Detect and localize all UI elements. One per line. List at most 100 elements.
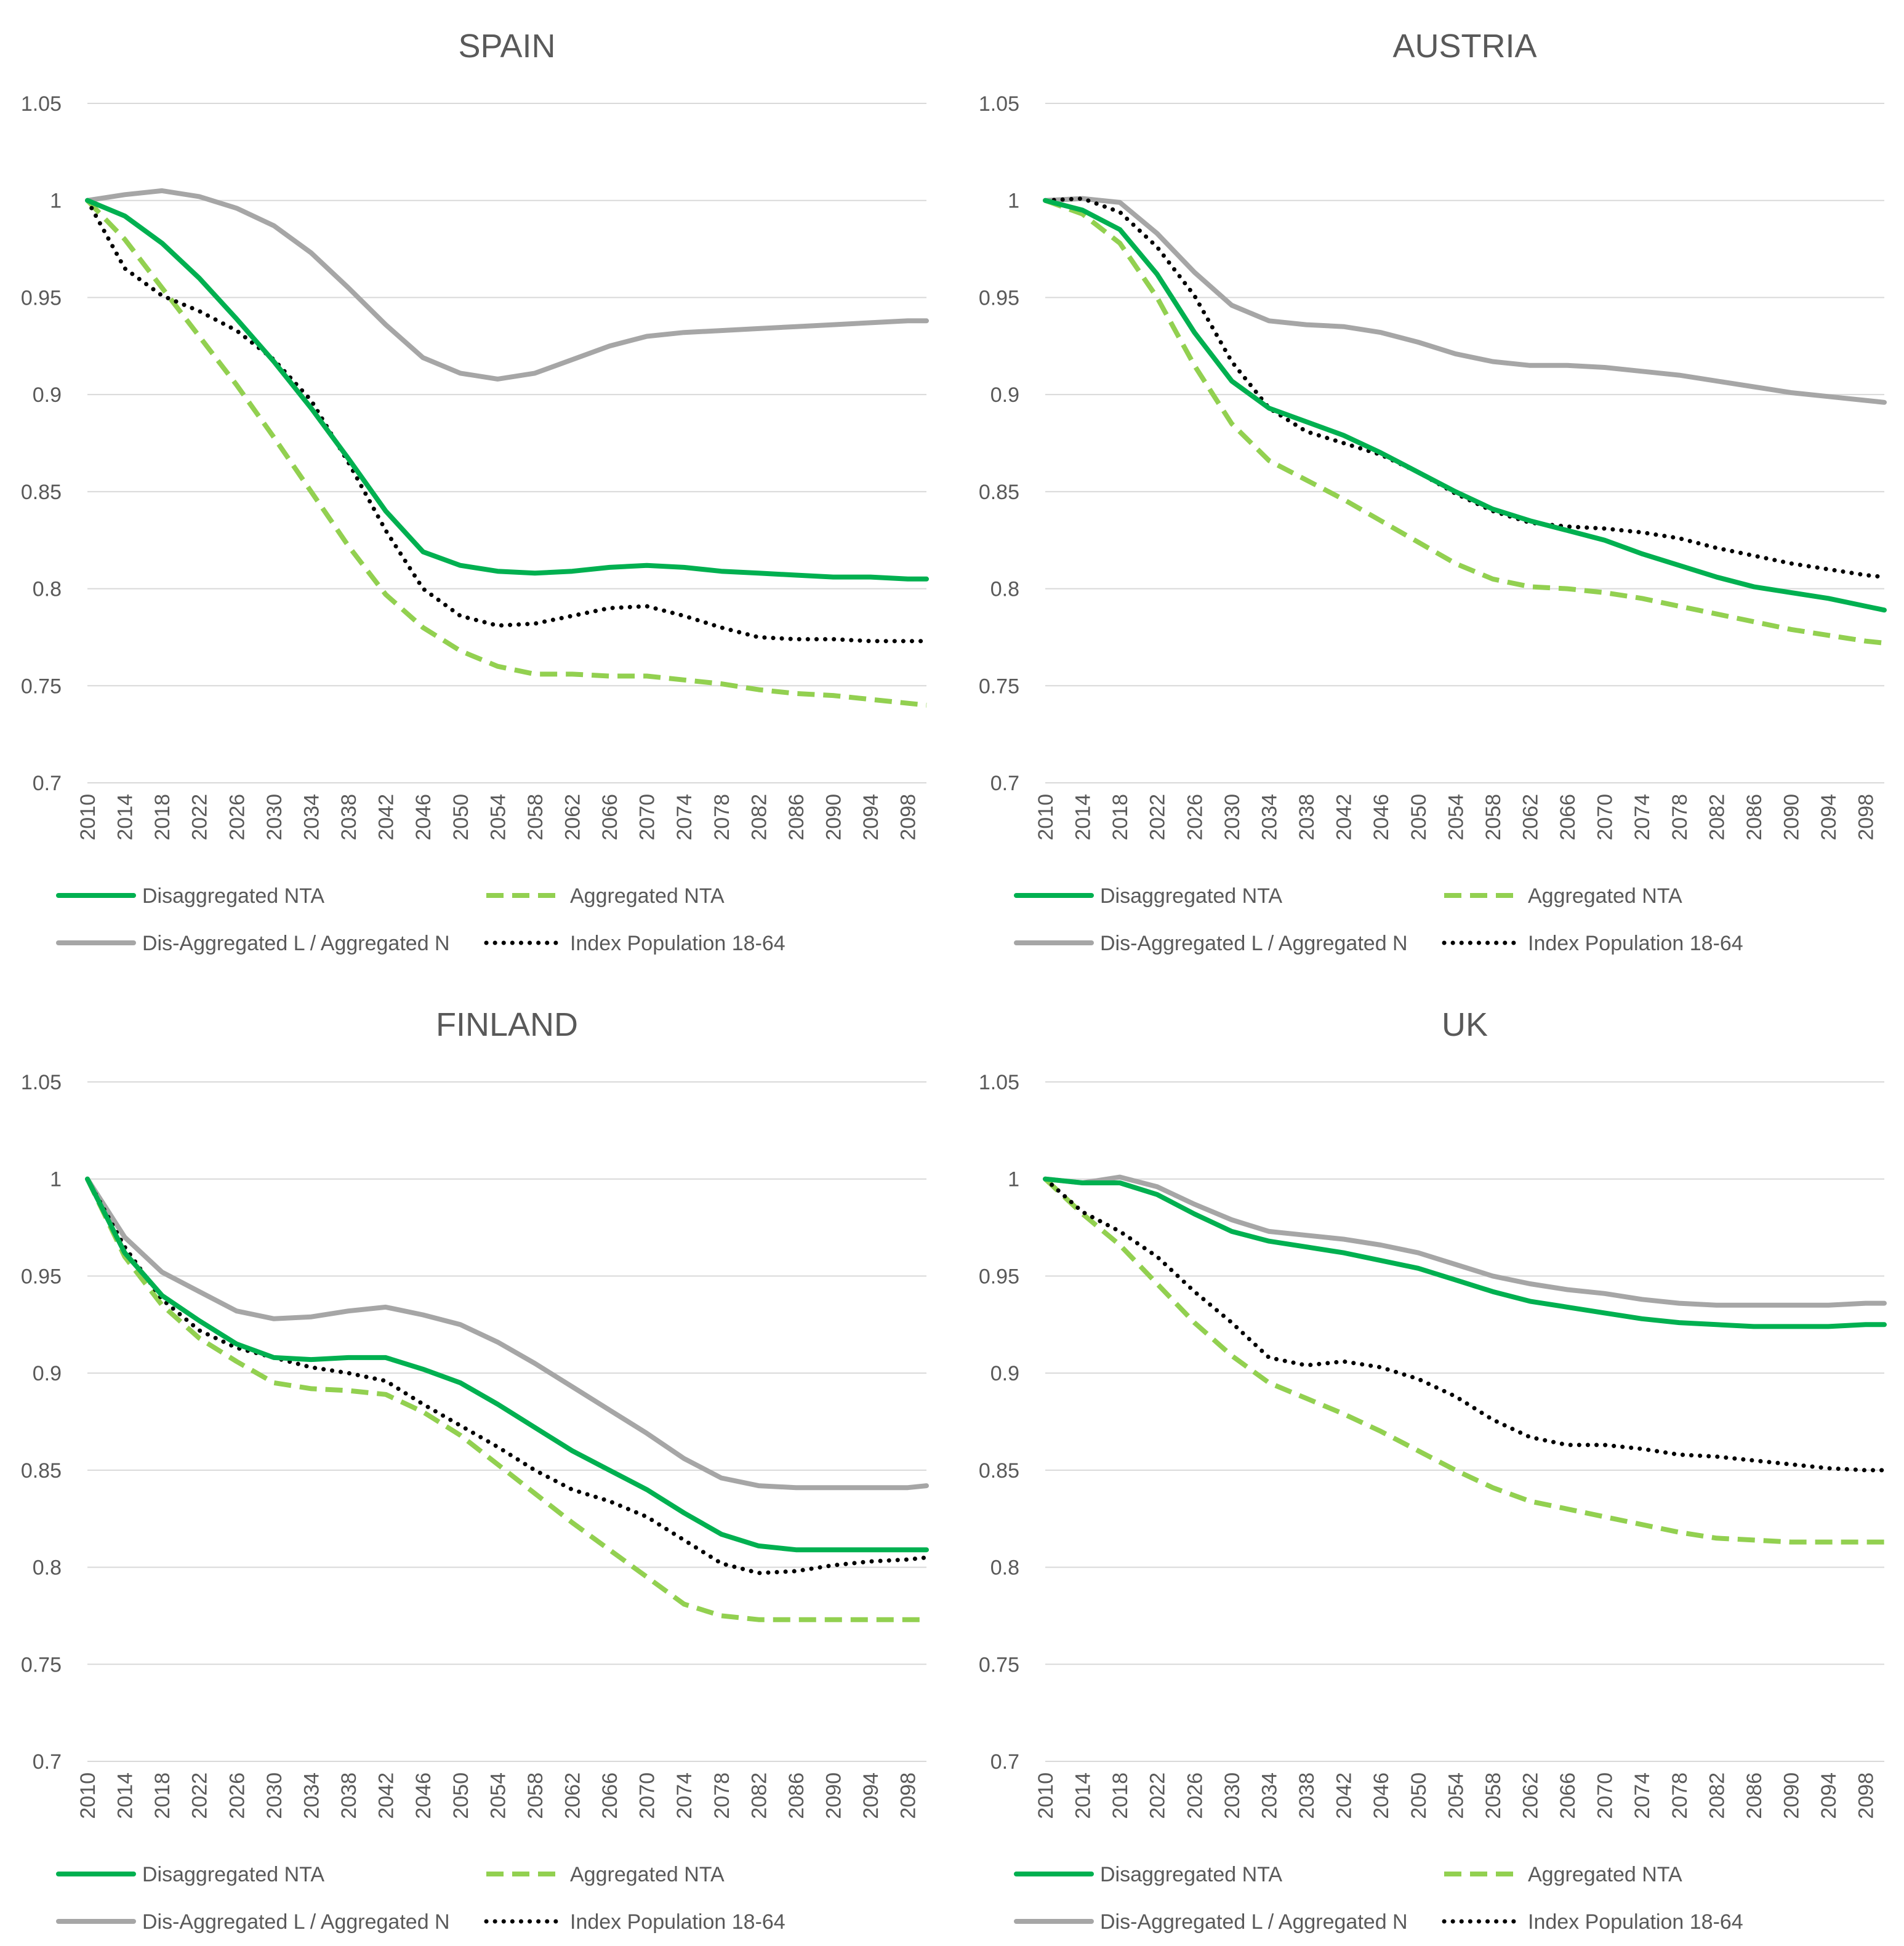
- y-tick-label: 0.95: [979, 286, 1019, 310]
- x-tick-label: 2090: [1780, 1772, 1804, 1819]
- x-tick-label: 2022: [1146, 1772, 1170, 1819]
- x-tick-label: 2070: [636, 1772, 659, 1819]
- x-tick-label: 2030: [1221, 1772, 1244, 1819]
- series-line-dis-aggregated-l-aggregated-n: [1043, 196, 1887, 405]
- x-tick-label: 2022: [1146, 794, 1170, 841]
- x-tick-label: 2082: [1705, 1772, 1729, 1819]
- legend-label: Aggregated NTA: [1528, 1863, 1682, 1886]
- gridlines: [87, 103, 926, 783]
- x-tick-label: 2074: [673, 1772, 696, 1819]
- legend-label: Disaggregated NTA: [1100, 1863, 1282, 1886]
- x-tick-label: 2054: [1444, 794, 1468, 841]
- chart-title: SPAIN: [458, 28, 555, 65]
- x-tick-label: 2054: [1444, 1772, 1468, 1819]
- x-tick-label: 2098: [897, 1772, 920, 1819]
- chart-title: UK: [1442, 1006, 1488, 1043]
- gridlines: [1045, 1081, 1884, 1762]
- y-tick-label: 0.9: [990, 383, 1019, 407]
- legend-label: Disaggregated NTA: [142, 884, 324, 908]
- x-tick-label: 2022: [188, 1772, 212, 1819]
- y-tick-label: 1: [1008, 190, 1019, 213]
- y-tick-label: 0.7: [990, 772, 1019, 795]
- legend-label: Dis-Aggregated L / Aggregated N: [1100, 1910, 1408, 1934]
- x-tick-label: 2054: [486, 1772, 510, 1819]
- legend-label: Index Population 18-64: [1528, 932, 1743, 955]
- series-line-index-population-18-64: [85, 198, 929, 644]
- x-tick-label: 2098: [1855, 1772, 1878, 1819]
- x-tick-label: 2070: [1594, 794, 1617, 841]
- legend-item-aggregated-nta: Aggregated NTA: [1444, 884, 1682, 908]
- x-tick-label: 2078: [1668, 794, 1692, 841]
- legend-label: Aggregated NTA: [570, 884, 725, 908]
- y-tick-label: 0.8: [990, 578, 1019, 601]
- x-tick-label: 2058: [1482, 1772, 1505, 1819]
- x-tick-label: 2074: [1631, 1772, 1654, 1819]
- series-line-dis-aggregated-l-aggregated-n: [85, 1176, 929, 1491]
- legend-label: Dis-Aggregated L / Aggregated N: [1100, 932, 1408, 955]
- series-line-disaggregated-nta: [85, 1176, 929, 1553]
- series-line-disaggregated-nta: [1043, 1176, 1887, 1329]
- y-tick-label: 1.05: [979, 1071, 1019, 1094]
- x-tick-label: 2046: [1370, 1772, 1393, 1819]
- y-tick-label: 0.85: [21, 1459, 62, 1483]
- x-tick-label: 2086: [1743, 794, 1766, 841]
- y-tick-label: 1: [1008, 1168, 1019, 1191]
- gridlines: [87, 1081, 926, 1762]
- x-tick-label: 2038: [1295, 1772, 1319, 1819]
- y-tick-label: 0.85: [979, 481, 1019, 504]
- x-tick-label: 2038: [337, 1772, 361, 1819]
- x-tick-label: 2026: [225, 1772, 249, 1819]
- x-tick-label: 2090: [1780, 794, 1804, 841]
- legend-item-index-population-18-64: Index Population 18-64: [1442, 1910, 1743, 1934]
- legend-label: Disaggregated NTA: [142, 1863, 324, 1886]
- x-tick-label: 2014: [114, 1772, 137, 1819]
- x-tick-label: 2086: [1743, 1772, 1766, 1819]
- legend-item-disaggregated-nta: Disaggregated NTA: [1014, 1863, 1282, 1886]
- x-tick-label: 2094: [859, 1772, 883, 1819]
- x-tick-label: 2086: [785, 1772, 808, 1819]
- x-tick-label: 2014: [1072, 794, 1095, 841]
- series-line-disaggregated-nta: [85, 198, 929, 582]
- x-tick-label: 2010: [76, 1772, 100, 1819]
- series-line-aggregated-nta: [1043, 1177, 1884, 1545]
- x-tick-label: 2082: [747, 1772, 771, 1819]
- x-tick-label: 2062: [1519, 1772, 1543, 1819]
- x-tick-label: 2010: [76, 794, 100, 841]
- x-tick-label: 2050: [1407, 794, 1431, 841]
- legend-item-disaggregated-nta: Disaggregated NTA: [56, 1863, 324, 1886]
- x-tick-label: 2018: [1109, 1772, 1132, 1819]
- x-tick-label: 2094: [1817, 1772, 1841, 1819]
- y-tick-label: 0.95: [21, 286, 62, 310]
- legend-label: Aggregated NTA: [570, 1863, 725, 1886]
- x-tick-label: 2018: [151, 1772, 174, 1819]
- y-tick-label: 0.75: [21, 675, 62, 698]
- legend-item-dis-aggregated-l-aggregated-n: Dis-Aggregated L / Aggregated N: [1014, 932, 1408, 955]
- x-tick-label: 2078: [710, 794, 734, 841]
- legend-item-index-population-18-64: Index Population 18-64: [1442, 932, 1743, 955]
- series-line-index-population-18-64: [1043, 1177, 1887, 1473]
- x-tick-label: 2030: [263, 1772, 286, 1819]
- series-line-aggregated-nta: [85, 1177, 926, 1622]
- x-tick-label: 2098: [1855, 794, 1878, 841]
- y-tick-label: 1.05: [21, 92, 62, 116]
- x-tick-label: 2042: [1333, 794, 1356, 841]
- legend: Disaggregated NTA Aggregated NTA Dis-Aggre…: [56, 1863, 785, 1934]
- y-tick-label: 0.75: [979, 675, 1019, 698]
- x-tick-label: 2082: [747, 794, 771, 841]
- x-tick-label: 2042: [375, 1772, 398, 1819]
- y-tick-label: 1.05: [21, 1071, 62, 1094]
- series-line-index-population-18-64: [85, 1177, 929, 1576]
- chart-panel-uk: UK 0.7 0.75 0.8 0.85 0.9 0.95 1 1.05 2010 2014 2018…: [979, 1006, 1887, 1934]
- chart-title: FINLAND: [436, 1006, 578, 1043]
- y-tick-label: 0.9: [33, 1362, 62, 1385]
- legend-label: Dis-Aggregated L / Aggregated N: [142, 1910, 450, 1934]
- x-tick-label: 2066: [598, 794, 622, 841]
- legend-item-dis-aggregated-l-aggregated-n: Dis-Aggregated L / Aggregated N: [56, 1910, 450, 1934]
- legend-label: Index Population 18-64: [570, 932, 785, 955]
- x-tick-label: 2090: [822, 1772, 846, 1819]
- x-tick-label: 2058: [524, 1772, 547, 1819]
- x-tick-label: 2034: [1258, 1772, 1281, 1819]
- x-tick-label: 2078: [710, 1772, 734, 1819]
- y-tick-label: 1: [50, 190, 62, 213]
- x-tick-label: 2098: [897, 794, 920, 841]
